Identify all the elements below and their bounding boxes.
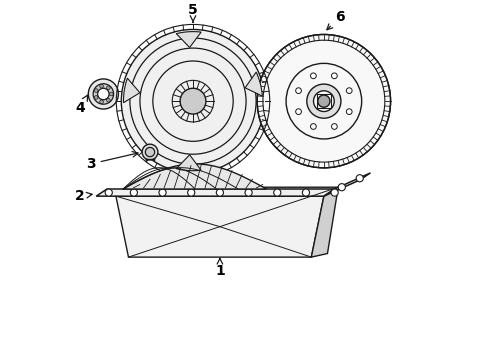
Circle shape — [100, 100, 103, 104]
Polygon shape — [176, 32, 201, 48]
Text: 5: 5 — [188, 3, 198, 22]
Circle shape — [105, 189, 112, 196]
Circle shape — [346, 109, 352, 114]
Polygon shape — [116, 187, 338, 196]
Text: 6: 6 — [327, 10, 345, 30]
Polygon shape — [311, 187, 338, 257]
Circle shape — [318, 95, 330, 107]
Polygon shape — [324, 173, 370, 196]
Polygon shape — [96, 189, 335, 196]
Circle shape — [122, 30, 265, 173]
Circle shape — [338, 184, 345, 191]
Polygon shape — [176, 155, 201, 171]
Text: 1: 1 — [215, 258, 225, 279]
Circle shape — [314, 91, 334, 112]
Circle shape — [146, 147, 155, 157]
Circle shape — [302, 189, 310, 196]
Circle shape — [332, 73, 337, 79]
Circle shape — [257, 35, 391, 168]
Circle shape — [100, 84, 103, 88]
Polygon shape — [123, 164, 267, 189]
Circle shape — [331, 189, 338, 196]
Circle shape — [142, 144, 158, 160]
Circle shape — [106, 86, 110, 90]
Text: 3: 3 — [86, 152, 138, 171]
Text: 2: 2 — [75, 189, 92, 203]
Circle shape — [88, 79, 119, 109]
Circle shape — [332, 123, 337, 129]
Circle shape — [188, 189, 195, 196]
Circle shape — [307, 84, 341, 118]
Circle shape — [130, 189, 137, 196]
Circle shape — [295, 109, 301, 114]
Circle shape — [346, 88, 352, 94]
Circle shape — [93, 84, 114, 104]
Circle shape — [216, 189, 223, 196]
Circle shape — [159, 189, 166, 196]
Polygon shape — [123, 78, 140, 103]
Circle shape — [274, 189, 281, 196]
Circle shape — [95, 89, 98, 92]
Circle shape — [356, 175, 363, 182]
Circle shape — [95, 96, 98, 99]
Circle shape — [180, 88, 206, 114]
Circle shape — [98, 88, 109, 100]
Circle shape — [311, 73, 316, 79]
Circle shape — [295, 88, 301, 94]
Circle shape — [245, 189, 252, 196]
Polygon shape — [116, 196, 324, 257]
Polygon shape — [245, 72, 262, 96]
Circle shape — [311, 123, 316, 129]
Circle shape — [106, 98, 110, 102]
Text: 4: 4 — [75, 95, 88, 115]
Circle shape — [110, 92, 113, 96]
